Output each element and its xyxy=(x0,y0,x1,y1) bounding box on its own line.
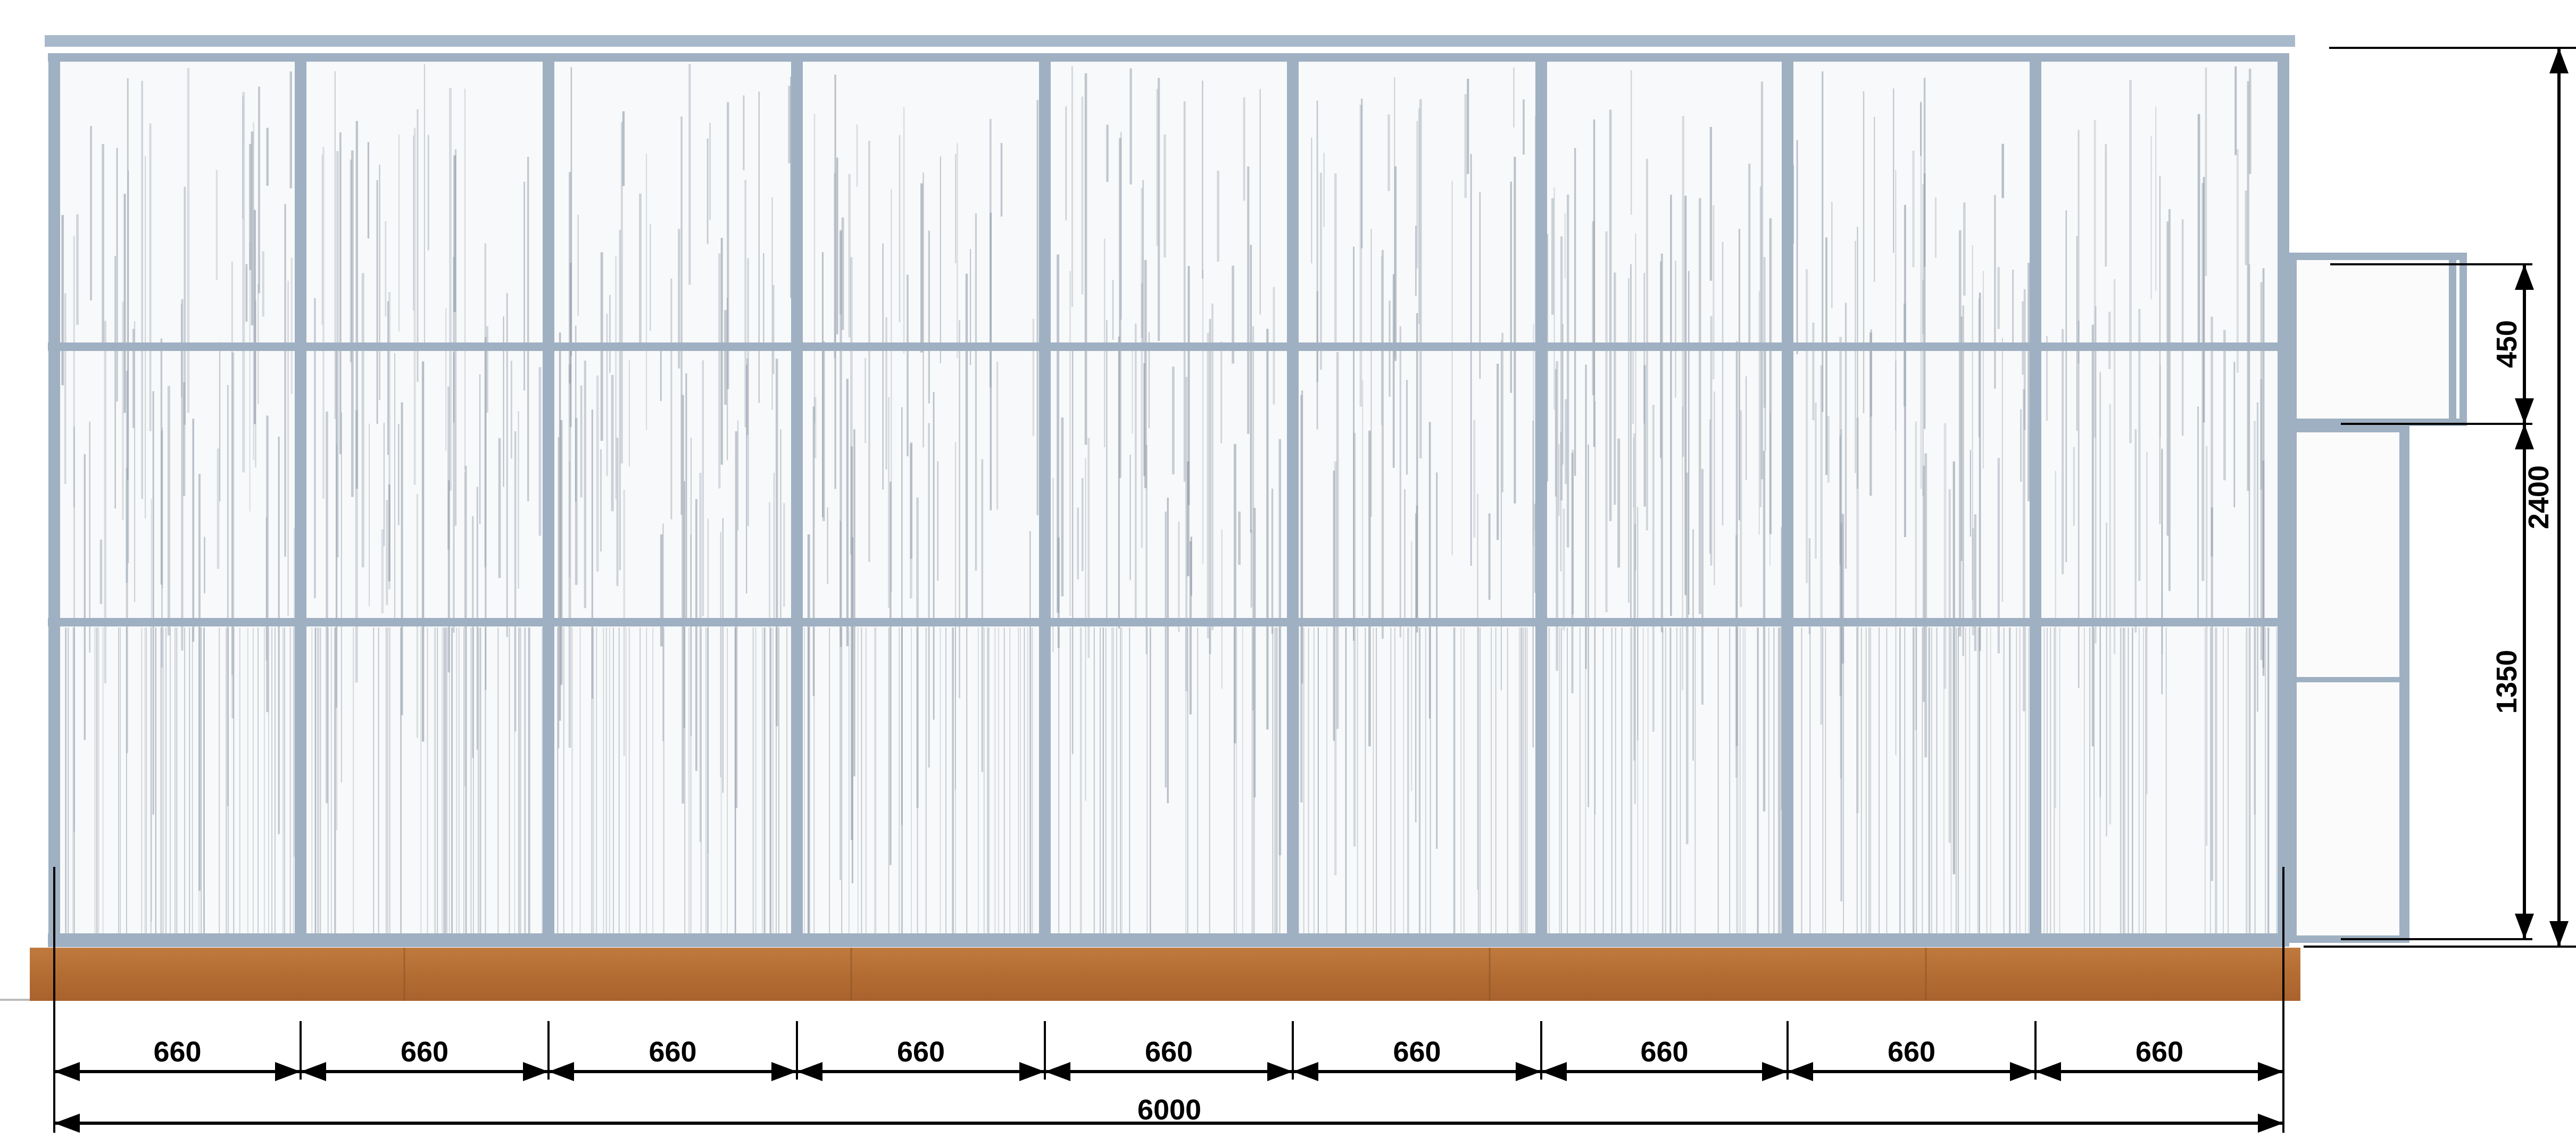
arrowhead xyxy=(2515,914,2534,939)
middle-rail-lower xyxy=(48,618,2285,626)
bay-width-dimension xyxy=(1541,1062,1788,1081)
frame-post xyxy=(295,53,306,947)
bay-width-dimension xyxy=(549,1062,797,1081)
arrowhead xyxy=(301,1062,326,1081)
arrowhead xyxy=(2549,48,2569,73)
arrowhead xyxy=(54,1114,80,1133)
door-height-dimension xyxy=(2515,424,2534,939)
arrowhead xyxy=(2035,1062,2061,1081)
bay-width-dimension xyxy=(301,1062,549,1081)
wood-joints xyxy=(403,948,1927,1001)
bay-width-dimension xyxy=(2035,1062,2283,1081)
window-height-dimension xyxy=(2515,264,2534,424)
wooden-base xyxy=(30,948,2300,1001)
arrowhead xyxy=(1045,1062,1070,1081)
total-height-label: 2400 xyxy=(2523,465,2555,529)
arrowhead xyxy=(2515,398,2534,424)
arrowhead xyxy=(2258,1062,2283,1081)
arrowhead xyxy=(2515,424,2534,449)
frame-post xyxy=(1535,53,1547,947)
bay-width-label: 660 xyxy=(649,1036,696,1068)
frame-post xyxy=(1287,53,1299,947)
middle-rail-upper xyxy=(48,342,2285,351)
frame-post xyxy=(1039,53,1051,947)
arrowhead xyxy=(797,1062,822,1081)
arrowhead xyxy=(275,1062,301,1081)
arrowhead xyxy=(1762,1062,1788,1081)
arrowhead xyxy=(771,1062,797,1081)
arrowhead xyxy=(1019,1062,1045,1081)
arrowhead xyxy=(54,1062,80,1081)
window-height-label: 450 xyxy=(2491,320,2523,368)
bay-width-label: 660 xyxy=(153,1036,201,1068)
end-wall-side xyxy=(2289,253,2467,943)
arrowhead xyxy=(549,1062,574,1081)
arrowhead xyxy=(1516,1062,1541,1081)
frame-posts xyxy=(48,53,2289,947)
arrowhead xyxy=(2549,921,2569,947)
bay-width-label: 660 xyxy=(1640,1036,1688,1068)
total-width-label: 6000 xyxy=(1137,1094,1201,1126)
arrowhead xyxy=(1267,1062,1293,1081)
total-width-dimension xyxy=(54,1114,2283,1133)
frame-post xyxy=(48,53,60,947)
arrowhead xyxy=(1541,1062,1567,1081)
bottom-rail xyxy=(48,933,2285,947)
door-height-label: 1350 xyxy=(2491,650,2523,714)
bay-width-label: 660 xyxy=(1888,1036,1935,1068)
bay-width-label: 660 xyxy=(2135,1036,2183,1068)
frame-post xyxy=(1782,53,1793,947)
arrowhead xyxy=(2010,1062,2035,1081)
arrowhead xyxy=(2515,264,2534,290)
bay-width-dimension xyxy=(1788,1062,2035,1081)
frame-post xyxy=(2030,53,2041,947)
frame-post xyxy=(2278,53,2289,947)
arrowhead xyxy=(2258,1114,2283,1133)
bay-width-dimension xyxy=(1293,1062,1541,1081)
top-rail xyxy=(48,53,2285,62)
dimensions xyxy=(53,47,2576,1133)
arrowhead xyxy=(523,1062,549,1081)
bay-width-label: 660 xyxy=(1145,1036,1193,1068)
bay-width-label: 660 xyxy=(401,1036,448,1068)
door-frame xyxy=(2289,425,2409,943)
bay-width-label: 660 xyxy=(1393,1036,1441,1068)
total-height-dimension xyxy=(2549,48,2569,947)
bay-width-label: 660 xyxy=(897,1036,945,1068)
bay-width-dimension xyxy=(1045,1062,1293,1081)
arrowhead xyxy=(1788,1062,1813,1081)
frame-post xyxy=(543,53,554,947)
polycarbonate-texture xyxy=(61,64,2280,933)
vent-window-frame xyxy=(2289,253,2467,426)
arrowhead xyxy=(1293,1062,1318,1081)
roof-edge xyxy=(45,35,2295,47)
frame-post xyxy=(791,53,803,947)
bay-width-dimension xyxy=(54,1062,301,1081)
bay-width-dimension xyxy=(797,1062,1045,1081)
